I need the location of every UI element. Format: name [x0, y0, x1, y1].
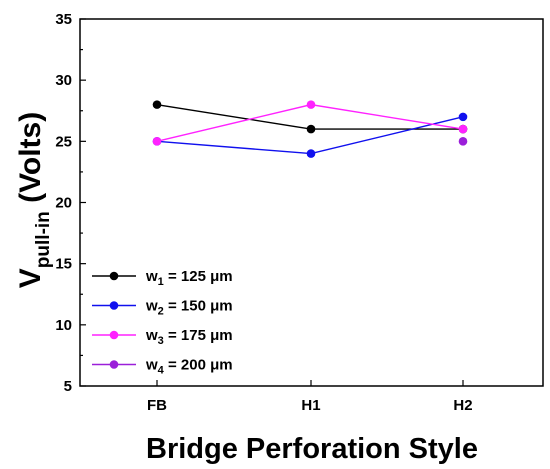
y-axis-title-units: (Volts) — [14, 112, 47, 211]
series-2-point — [306, 149, 316, 158]
series-3-point — [152, 137, 162, 146]
y-tick-label: 20 — [55, 195, 72, 212]
y-tick-label: 25 — [55, 133, 72, 150]
legend-marker-2 — [109, 301, 119, 310]
legend-label-rest: = 125 μm — [164, 268, 233, 285]
x-axis-title: Bridge Perforation Style — [146, 433, 478, 465]
x-axis-ticks: FB H1 H2 — [147, 380, 473, 414]
y-tick-label: 35 — [55, 11, 72, 28]
series-4-point — [458, 137, 468, 146]
legend-label-rest: = 150 μm — [164, 298, 233, 315]
y-tick-label: 30 — [55, 72, 72, 89]
x-tick-label: H2 — [453, 397, 472, 414]
y-axis-ticks: 5 10 15 20 25 30 35 — [55, 11, 86, 395]
legend-label-subscript: 2 — [158, 306, 164, 318]
legend-label-rest: = 175 μm — [164, 327, 233, 344]
x-tick-label: H1 — [301, 397, 320, 414]
legend-label-main: w — [145, 268, 158, 285]
legend-label-4: w4 = 200 μm — [145, 357, 233, 377]
y-axis-title-main: V — [14, 268, 47, 288]
legend-label-1: w1 = 125 μm — [145, 268, 233, 288]
legend-label-3: w3 = 175 μm — [145, 327, 233, 347]
legend-label-main: w — [145, 298, 158, 315]
y-tick-label: 5 — [64, 378, 72, 395]
series-line-3 — [156, 103, 464, 143]
x-tick-label: FB — [147, 397, 167, 414]
legend-label-main: w — [145, 357, 158, 374]
legend-label-main: w — [145, 327, 158, 344]
series-3-point — [458, 124, 468, 134]
y-tick-label: 15 — [55, 256, 72, 273]
series-2-point — [458, 112, 468, 122]
y-axis-title-subscript: pull-in — [33, 211, 54, 268]
legend-marker-1 — [109, 271, 119, 281]
series-1-point — [306, 124, 316, 134]
legend-label-2: w2 = 150 μm — [145, 298, 233, 318]
series-1-point — [152, 100, 162, 109]
legend-marker-4 — [109, 360, 119, 369]
legend-label-subscript: 1 — [158, 276, 164, 288]
series-3-point — [306, 100, 316, 109]
legend-label-rest: = 200 μm — [164, 357, 233, 374]
legend-label-subscript: 4 — [158, 365, 165, 377]
legend-label-subscript: 3 — [158, 335, 164, 347]
legend-marker-3 — [109, 330, 119, 340]
data-series — [152, 100, 468, 158]
y-tick-label: 10 — [55, 317, 72, 334]
y-axis-title: Vpull-in (Volts) — [14, 112, 54, 288]
